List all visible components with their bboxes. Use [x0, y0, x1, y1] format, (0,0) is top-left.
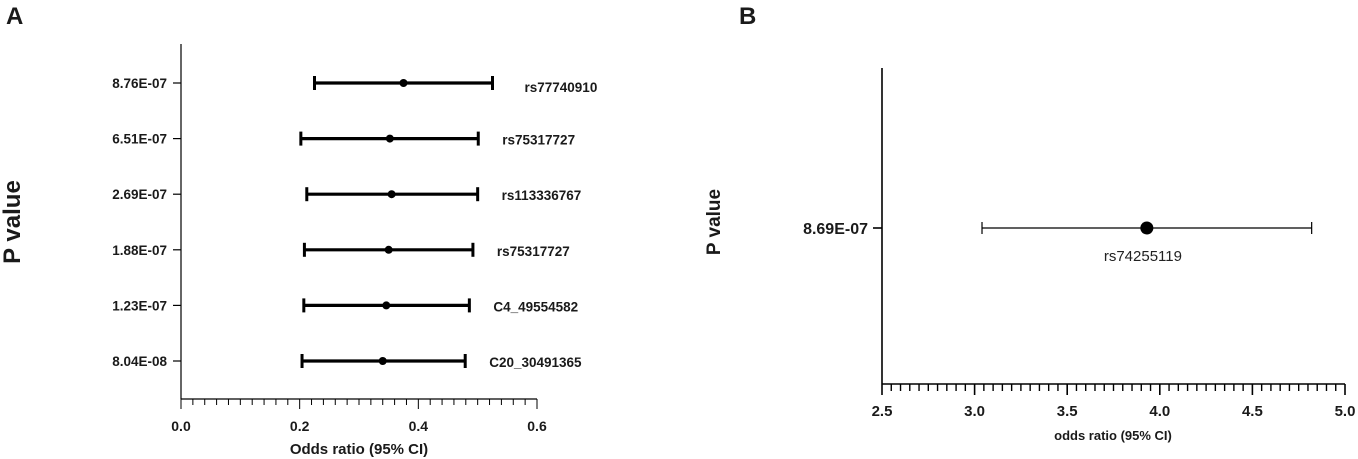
x-tick-label: 4.0	[1149, 403, 1170, 420]
snp-label: rs74255119	[1104, 248, 1182, 265]
x-tick-label: 0.4	[409, 418, 429, 434]
p-value-label: 2.69E-07	[112, 187, 167, 202]
odds-ratio-point	[399, 79, 408, 87]
x-tick-label: 5.0	[1335, 403, 1356, 420]
panel-b-x-label: odds ratio (95% CI)	[1054, 428, 1172, 443]
x-tick-label: 4.5	[1242, 403, 1263, 420]
panel-a-letter: A	[6, 3, 23, 30]
x-tick-label: 0.2	[290, 418, 310, 434]
odds-ratio-point	[378, 357, 387, 365]
snp-label: rs77740910	[525, 80, 598, 95]
p-value-label: 8.04E-08	[112, 354, 167, 369]
panel-b: B 2.5 3.0 3.5 4.0 4.5 5.0 8.69E-07rs74255119 …	[704, 3, 1355, 443]
odds-ratio-point	[385, 134, 394, 143]
panel-b-letter: B	[739, 3, 756, 30]
snp-label: rs113336767	[502, 188, 582, 203]
snp-label: rs75317727	[502, 133, 575, 148]
odds-ratio-point	[1140, 221, 1154, 235]
p-value-label: 1.23E-07	[112, 298, 167, 313]
panel-b-x-ticks: 2.5 3.0 3.5 4.0 4.5 5.0	[872, 384, 1356, 420]
p-value-label: 6.51E-07	[112, 132, 167, 147]
odds-ratio-point	[387, 190, 396, 199]
panel-a: A 0.0 0.2 0.4 0.6 8.76E-07 rs77740910 6.51E-0…	[0, 3, 597, 458]
x-tick-label: 0.0	[171, 418, 191, 434]
panel-a-x-ticks: 0.0 0.2 0.4 0.6	[171, 399, 547, 434]
panel-b-rows: 8.69E-07 rs74255119	[803, 221, 1313, 265]
x-tick-label: 2.5	[872, 403, 893, 420]
snp-label: rs75317727	[497, 244, 570, 259]
odds-ratio-point	[384, 245, 393, 254]
x-tick-label: 3.5	[1057, 403, 1078, 420]
p-value-label: 8.69E-07	[803, 221, 868, 238]
p-value-label: 8.76E-07	[112, 76, 167, 91]
snp-label: C20_30491365	[489, 355, 582, 370]
panel-a-x-label: Odds ratio (95% CI)	[290, 441, 428, 458]
x-tick-label: 0.6	[527, 418, 547, 434]
snp-label: C4_49554582	[493, 299, 578, 314]
panel-a-rows: 8.76E-07 rs77740910 6.51E-07 rs75317727 2.69…	[112, 76, 597, 370]
panel-b-y-label: P value	[704, 189, 725, 255]
panel-a-y-label: P value	[0, 180, 26, 264]
p-value-label: 1.88E-07	[112, 243, 167, 258]
odds-ratio-point	[382, 301, 391, 310]
x-tick-label: 3.0	[964, 403, 985, 420]
